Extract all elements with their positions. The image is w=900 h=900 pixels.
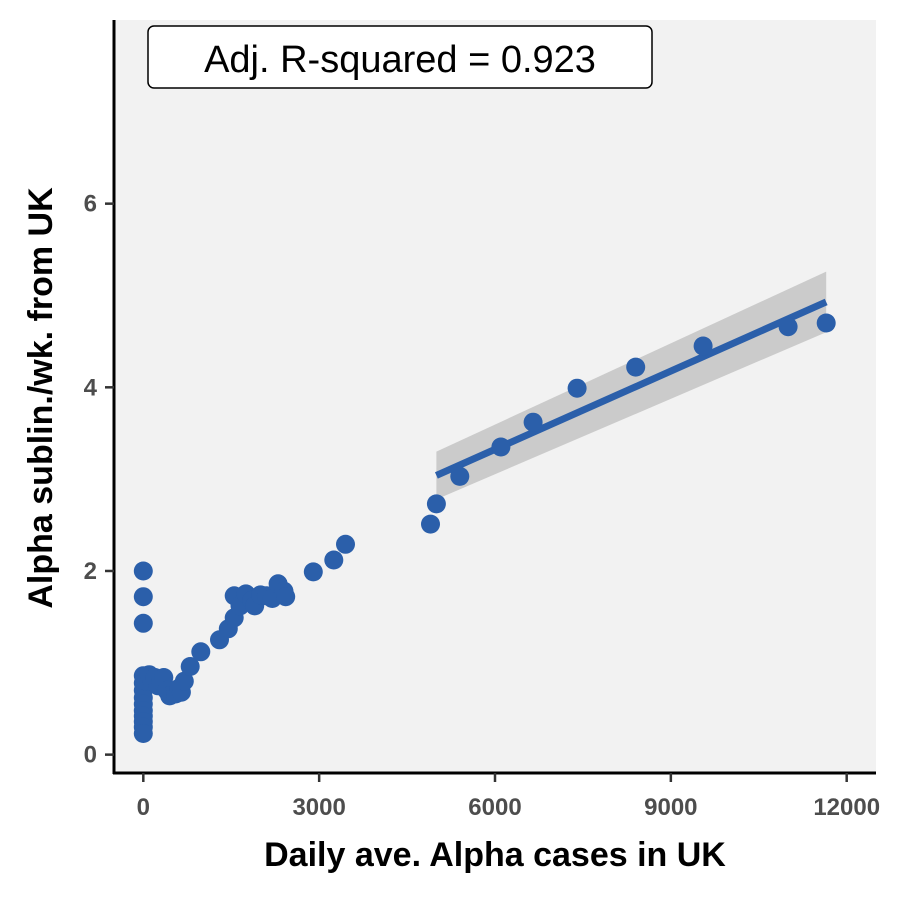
- data-point: [450, 466, 470, 486]
- plot-panel: [114, 20, 876, 773]
- x-tick-label: 3000: [292, 794, 345, 821]
- data-point: [523, 412, 543, 432]
- data-point: [133, 561, 153, 581]
- data-point: [693, 336, 713, 356]
- data-point: [816, 313, 836, 333]
- y-axis-title: Alpha sublin./wk. from UK: [22, 187, 60, 609]
- x-tick-label: 0: [137, 794, 150, 821]
- data-point: [133, 613, 153, 633]
- annotation-text: Adj. R-squared = 0.923: [204, 39, 596, 81]
- x-tick-label: 12000: [813, 794, 880, 821]
- data-point: [174, 671, 194, 691]
- data-point: [133, 724, 153, 743]
- data-point: [303, 562, 323, 582]
- y-tick-label: 4: [84, 374, 98, 401]
- r-squared-annotation: Adj. R-squared = 0.923: [147, 25, 653, 89]
- data-point: [567, 378, 587, 398]
- x-axis-title: Daily ave. Alpha cases in UK: [264, 836, 726, 874]
- data-point: [324, 550, 344, 570]
- data-point: [336, 534, 355, 554]
- data-point: [778, 317, 798, 337]
- y-tick-label: 6: [84, 191, 97, 218]
- data-point: [191, 642, 211, 662]
- x-tick-label: 6000: [468, 794, 521, 821]
- data-point: [491, 437, 511, 457]
- data-point: [133, 587, 153, 607]
- data-point: [180, 657, 200, 676]
- annotation-box: [147, 25, 653, 89]
- data-point: [421, 514, 440, 534]
- y-tick-label: 2: [84, 558, 97, 585]
- x-tick-label: 9000: [644, 794, 697, 821]
- y-tick-label: 0: [84, 742, 97, 769]
- data-point: [426, 494, 446, 514]
- data-point: [276, 587, 296, 607]
- data-point: [626, 357, 646, 377]
